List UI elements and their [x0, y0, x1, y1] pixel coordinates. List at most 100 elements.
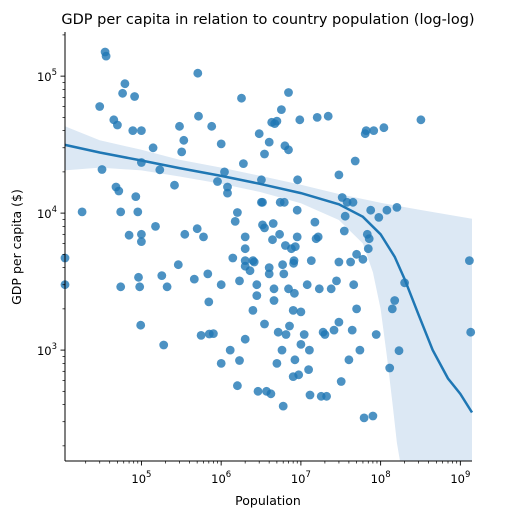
data-point [269, 284, 279, 294]
data-point [175, 121, 184, 131]
data-point [275, 229, 284, 239]
chart-title: GDP per capita in relation to country po… [61, 12, 474, 28]
data-point [137, 237, 146, 247]
data-point [281, 330, 291, 339]
data-point [235, 276, 244, 286]
data-point [260, 223, 269, 233]
data-point [387, 304, 397, 314]
data-point [248, 306, 258, 315]
data-point [233, 208, 242, 217]
x-tick-label: 106 [211, 470, 231, 486]
x-axis-label: Population [235, 493, 301, 508]
data-point [369, 126, 379, 135]
data-point [334, 257, 344, 267]
data-point [118, 88, 127, 98]
data-point [284, 88, 293, 97]
data-point [230, 217, 240, 226]
data-point [292, 205, 302, 215]
data-point [173, 260, 183, 270]
x-tick-label: 109 [450, 470, 470, 486]
data-point [322, 391, 331, 401]
data-point [128, 126, 138, 135]
data-point [293, 175, 302, 185]
data-point [289, 256, 299, 265]
data-point [312, 113, 322, 122]
data-point [240, 256, 250, 265]
data-point [305, 390, 315, 400]
data-point [162, 282, 172, 292]
data-point [340, 211, 350, 221]
data-point [131, 192, 141, 202]
data-point [252, 280, 262, 290]
data-point [290, 242, 300, 252]
data-point [374, 213, 384, 222]
data-point [359, 413, 369, 423]
data-point [294, 370, 304, 380]
data-point [313, 232, 323, 242]
data-point [392, 203, 402, 212]
data-point [114, 186, 124, 196]
data-point [349, 280, 359, 290]
data-point [295, 115, 305, 125]
data-point [155, 165, 165, 175]
y-tick-label: 105 [37, 68, 57, 84]
data-point [350, 156, 360, 166]
data-point [296, 340, 306, 349]
data-point [179, 135, 189, 145]
data-point [196, 331, 206, 340]
data-point [268, 219, 278, 228]
data-point [347, 325, 357, 335]
data-point [390, 296, 400, 305]
data-point [235, 356, 244, 365]
y-axis-ticks: 103 104 105 [37, 34, 65, 447]
data-point [323, 111, 333, 121]
data-points [60, 47, 476, 423]
data-point [290, 288, 299, 298]
data-point [228, 253, 238, 263]
data-point [379, 123, 389, 133]
x-tick-label: 107 [291, 470, 311, 486]
data-point [363, 244, 373, 254]
y-axis-label: GDP per capita ($) [9, 189, 24, 305]
data-point [216, 359, 226, 368]
data-point [257, 175, 266, 185]
data-point [264, 137, 274, 147]
data-point [290, 355, 300, 365]
data-point [203, 269, 213, 279]
data-point [213, 177, 222, 186]
data-point [310, 217, 320, 227]
data-point [296, 307, 306, 317]
data-point [285, 321, 294, 331]
data-point [260, 319, 269, 329]
data-point [135, 282, 145, 292]
data-point [120, 79, 130, 89]
data-point [192, 224, 202, 234]
data-point [116, 282, 126, 292]
data-point [253, 386, 263, 396]
data-point [216, 280, 226, 290]
data-point [292, 232, 302, 242]
data-point [137, 126, 146, 135]
data-point [189, 274, 199, 284]
data-point [133, 207, 143, 217]
regression-line [64, 143, 474, 414]
data-point [268, 235, 277, 245]
x-tick-label: 108 [371, 470, 391, 486]
data-point [269, 296, 279, 305]
data-point [336, 377, 346, 386]
data-point [159, 340, 169, 350]
data-point [302, 280, 312, 290]
data-point [352, 249, 361, 259]
data-point [151, 222, 160, 231]
data-point [355, 345, 365, 355]
data-point [358, 254, 368, 264]
data-point [320, 330, 330, 339]
data-point [364, 234, 374, 244]
data-point [116, 207, 126, 217]
data-point [368, 411, 378, 421]
data-point [266, 389, 276, 399]
data-point [332, 276, 341, 286]
data-point [279, 269, 289, 279]
data-point [466, 327, 476, 337]
